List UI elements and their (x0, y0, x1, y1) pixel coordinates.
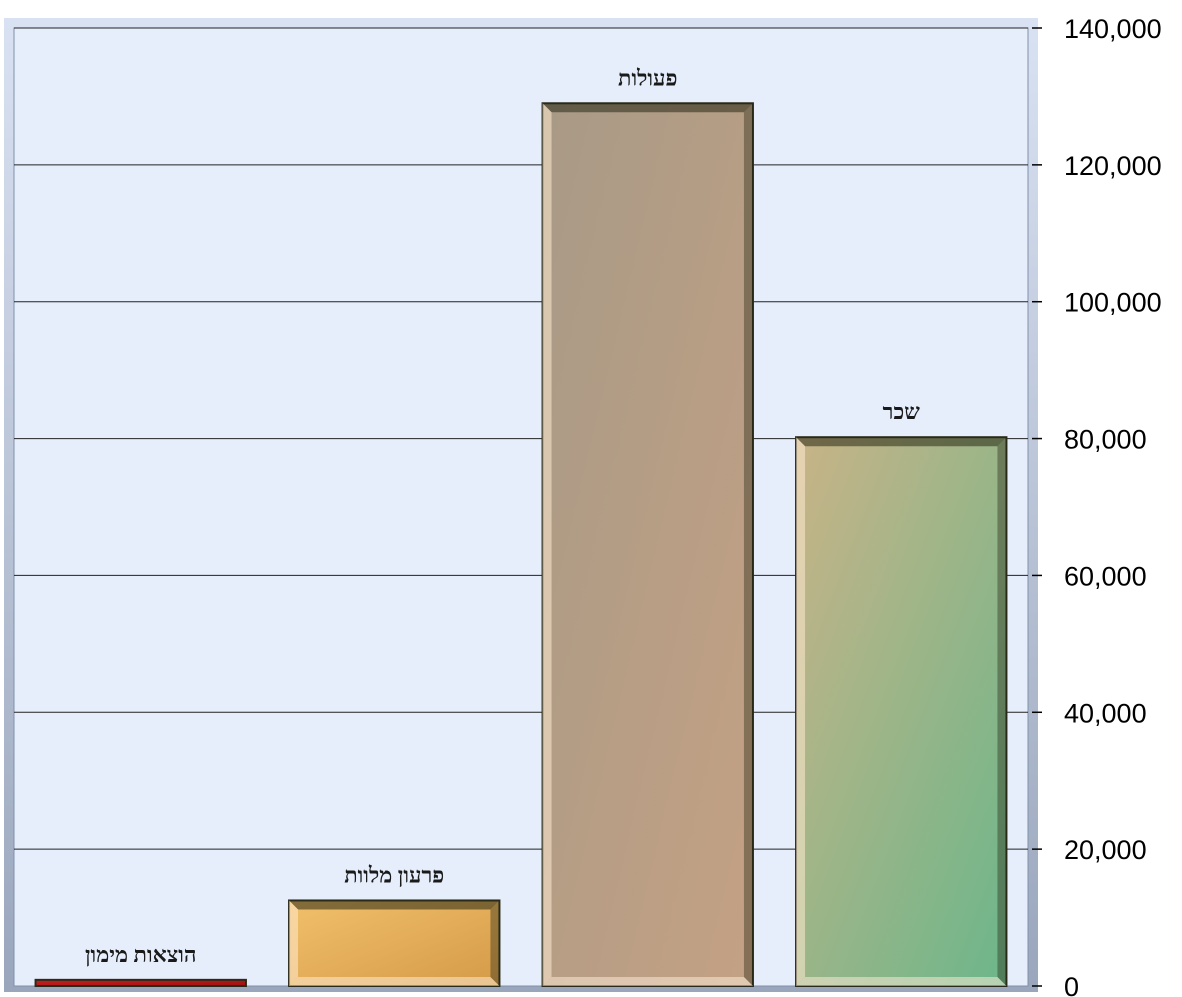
bar-bevel-right (743, 103, 753, 987)
bar-bevel-right (490, 900, 500, 986)
y-tick-label: 60,000 (1064, 561, 1147, 591)
bar-3 (541, 102, 754, 988)
bar-4 (795, 436, 1008, 987)
y-tick-label: 20,000 (1064, 835, 1147, 865)
bar-label: פרעון מלוות (344, 862, 444, 887)
y-tick-label: 80,000 (1064, 425, 1147, 455)
y-tick-label: 40,000 (1064, 698, 1147, 728)
bar-label: שכר (883, 399, 921, 424)
bar-bevel-top (796, 437, 1007, 447)
bar-bevel-left (289, 900, 299, 986)
bar-bevel-bottom (289, 977, 500, 986)
bar-bevel-bottom (542, 977, 753, 986)
bar-bevel-right (997, 437, 1007, 986)
y-tick-label: 100,000 (1064, 288, 1162, 318)
bar-bevel-top (289, 900, 500, 910)
bar-2 (288, 899, 501, 988)
bar-bevel-left (796, 437, 806, 986)
y-tick-label: 140,000 (1064, 14, 1162, 44)
y-tick-label: 0 (1064, 972, 1079, 997)
bar-series (34, 102, 1008, 988)
bar-label: הוצאות מימון (85, 942, 197, 967)
y-tick-label: 120,000 (1064, 151, 1162, 181)
bar-bevel-left (542, 103, 552, 987)
bar-bevel-bottom (796, 977, 1007, 986)
bar-1 (34, 978, 247, 988)
bar-label: פעולות (618, 65, 677, 90)
y-axis: 0 20,000 40,000 60,000 80,000 100,000 120,000 1… (1032, 14, 1162, 997)
data-labels: הוצאות מימון פרעון מלוות פעולות שכר (85, 65, 920, 967)
bar-bevel-top (542, 103, 753, 113)
